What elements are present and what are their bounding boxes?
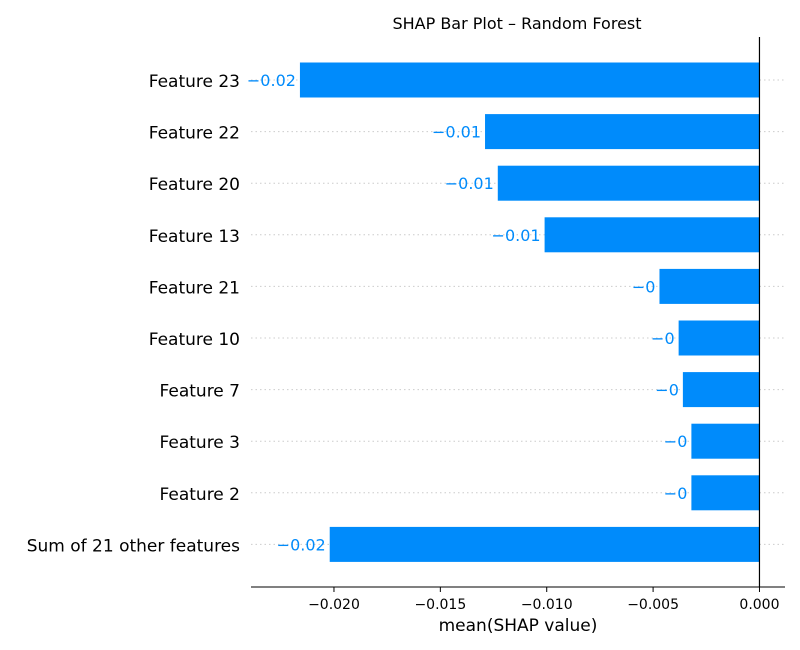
category-label: Feature 7 bbox=[160, 382, 240, 402]
category-label: Feature 3 bbox=[160, 433, 240, 453]
bar bbox=[682, 372, 760, 408]
data-label: −0 bbox=[664, 432, 688, 451]
data-label: −0 bbox=[664, 484, 688, 503]
data-label: −0.01 bbox=[432, 123, 481, 142]
bar bbox=[299, 62, 760, 98]
x-tick-label: −0.010 bbox=[521, 597, 573, 613]
category-label: Feature 10 bbox=[149, 330, 240, 350]
data-label: −0 bbox=[632, 277, 656, 296]
bar bbox=[659, 268, 760, 304]
data-label: −0.02 bbox=[277, 535, 326, 554]
category-label: Feature 20 bbox=[149, 175, 240, 195]
x-axis-label: mean(SHAP value) bbox=[439, 616, 598, 636]
category-label: Feature 2 bbox=[160, 485, 240, 505]
data-labels: −0.02 −0.01 −0.01 −0.01 −0 −0 −0 −0 −0 −0.02 bbox=[247, 71, 687, 554]
data-label: −0.01 bbox=[445, 174, 494, 193]
bar bbox=[485, 114, 760, 150]
category-label: Feature 13 bbox=[149, 227, 240, 247]
category-label: Feature 23 bbox=[149, 72, 240, 92]
x-ticks: −0.020 −0.015 −0.010 −0.005 0.000 bbox=[308, 587, 780, 613]
category-label: Feature 21 bbox=[149, 278, 240, 298]
bar bbox=[691, 423, 760, 459]
bars bbox=[299, 62, 760, 562]
x-tick-label: 0.000 bbox=[739, 597, 779, 613]
chart-title: SHAP Bar Plot – Random Forest bbox=[392, 14, 641, 33]
bar bbox=[497, 165, 760, 201]
x-tick-label: −0.005 bbox=[627, 597, 679, 613]
category-label: Sum of 21 other features bbox=[27, 536, 240, 556]
data-label: −0 bbox=[655, 381, 679, 400]
data-label: −0 bbox=[651, 329, 675, 348]
x-tick-label: −0.020 bbox=[308, 597, 360, 613]
bar bbox=[678, 320, 760, 356]
data-label: −0.02 bbox=[247, 71, 296, 90]
category-label: Feature 22 bbox=[149, 124, 240, 144]
guide-lines bbox=[251, 79, 785, 545]
bar bbox=[691, 475, 760, 511]
category-labels: Feature 23 Feature 22 Feature 20 Feature 13… bbox=[27, 72, 240, 556]
bar bbox=[329, 526, 760, 562]
x-tick-label: −0.015 bbox=[414, 597, 466, 613]
bar bbox=[544, 217, 760, 253]
data-label: −0.01 bbox=[492, 226, 541, 245]
